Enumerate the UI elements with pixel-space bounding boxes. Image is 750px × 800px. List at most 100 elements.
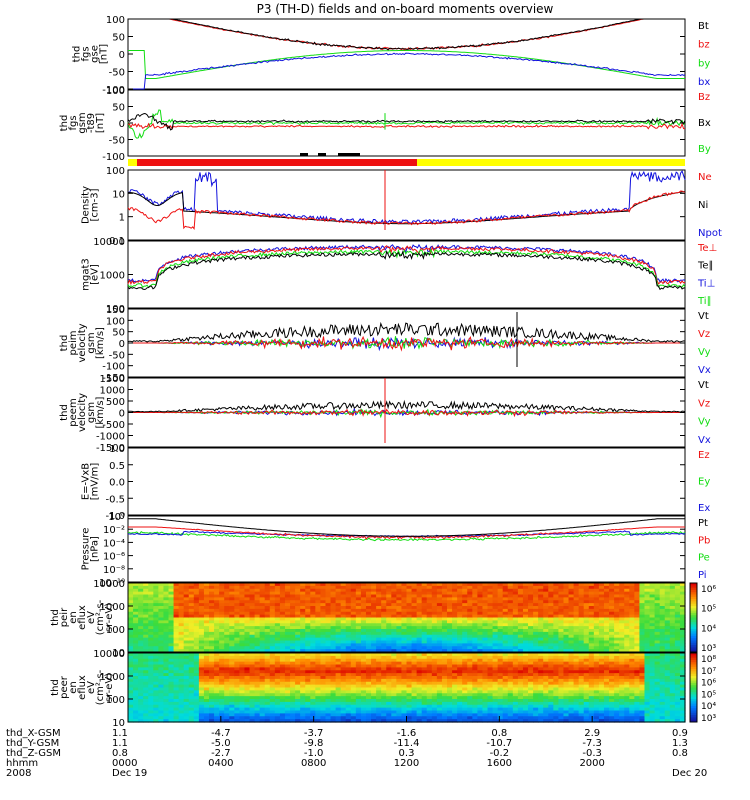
spectrogram-cell	[239, 678, 246, 683]
spectrogram-cell	[522, 626, 529, 630]
spectrogram-cell	[441, 597, 448, 601]
spectrogram-cell	[487, 597, 494, 601]
spectrogram-cell	[153, 701, 159, 706]
spectrogram-cell	[477, 583, 484, 587]
spectrogram-cell	[163, 594, 170, 598]
spectrogram-cell	[360, 629, 367, 633]
spectrogram-cell	[345, 629, 352, 633]
spectrogram-cell	[219, 626, 225, 630]
spectrogram-cell	[310, 676, 316, 680]
spectrogram-cell	[644, 634, 651, 639]
spectrogram-cell	[396, 673, 403, 677]
spectrogram-cell	[143, 655, 149, 660]
spectrogram-cell	[365, 658, 372, 663]
spectrogram-cell	[219, 667, 225, 671]
spectrogram-cell	[219, 629, 225, 633]
spectrogram-cell	[355, 699, 362, 703]
spectrogram-cell	[507, 588, 514, 593]
spectrogram-cell	[269, 591, 276, 596]
spectrogram-cell	[315, 664, 322, 668]
spectrogram-cell	[138, 623, 144, 627]
spectrogram-cell	[340, 637, 347, 642]
spectrogram-cell	[259, 710, 266, 714]
spectrogram-cell	[664, 631, 671, 636]
spectrogram-cell	[214, 699, 220, 703]
spectrogram-cell	[345, 637, 352, 642]
spectrogram-cell	[507, 710, 514, 714]
spectrogram-cell	[401, 623, 408, 627]
spectrogram-cell	[178, 608, 185, 613]
spectrogram-cell	[284, 620, 291, 624]
spectrogram-cell	[128, 629, 134, 633]
spectrogram-cell	[452, 670, 458, 674]
spectrogram-cell	[249, 649, 256, 653]
spectrogram-cell	[401, 591, 408, 596]
spectrogram-cell	[193, 719, 200, 723]
colorbar-segment	[690, 608, 697, 612]
spectrogram-cell	[669, 620, 676, 624]
spectrogram-cell	[598, 606, 605, 610]
spectrogram-cell	[295, 678, 301, 683]
spectrogram-cell	[411, 710, 418, 714]
spectrogram-cell	[330, 701, 337, 706]
spectrogram-cell	[290, 617, 296, 621]
spectrogram-cell	[178, 634, 185, 639]
spectrogram-cell	[254, 614, 261, 619]
spectrogram-cell	[203, 661, 210, 666]
spectrogram-cell	[477, 696, 484, 700]
spectrogram-cell	[477, 637, 484, 642]
spectrogram-cell	[431, 617, 438, 621]
spectrogram-cell	[416, 684, 423, 689]
spectrogram-cell	[178, 614, 185, 619]
spectrogram-cell	[462, 649, 468, 653]
spectrogram-cell	[462, 661, 468, 666]
spectrogram-cell	[533, 655, 539, 660]
spectrogram-cell	[674, 606, 681, 610]
spectrogram-cell	[320, 585, 327, 590]
spectrogram-cell	[624, 600, 630, 604]
spectrogram-cell	[593, 664, 600, 668]
spectrogram-cell	[315, 611, 322, 616]
spectrogram-cell	[578, 687, 585, 691]
spectrogram-cell	[163, 629, 170, 633]
spectrogram-cell	[168, 629, 175, 633]
spectrogram-cell	[462, 664, 468, 668]
spectrogram-cell	[639, 649, 646, 653]
spectrogram-cell	[441, 713, 448, 717]
spectrogram-cell	[143, 600, 149, 604]
spectrogram-cell	[538, 646, 544, 650]
spectrogram-cell	[447, 707, 453, 712]
spectrogram-cell	[462, 670, 468, 674]
spectrogram-cell	[325, 629, 332, 633]
spectrogram-cell	[396, 661, 403, 666]
colorbar-segment	[690, 594, 697, 598]
spectrogram-cell	[284, 637, 291, 642]
spectrogram-cell	[426, 629, 433, 633]
spectrogram-cell	[426, 637, 433, 642]
spectrogram-cell	[143, 611, 149, 616]
spectrogram-cell	[487, 710, 494, 714]
spectrogram-cell	[406, 661, 413, 666]
spectrogram-cell	[320, 626, 327, 630]
spectrogram-cell	[133, 629, 139, 633]
spectrogram-cell	[249, 655, 256, 660]
spectrogram-cell	[300, 588, 306, 593]
spectrogram-cell	[320, 667, 327, 671]
spectrogram-cell	[573, 664, 580, 668]
spectrogram-cell	[497, 684, 504, 689]
spectrogram-cell	[153, 716, 159, 720]
spectrogram-cell	[457, 704, 463, 709]
spectrogram-cell	[482, 629, 489, 633]
spectrogram-cell	[209, 585, 215, 590]
spectrogram-cell	[553, 707, 560, 712]
spectrogram-cell	[431, 661, 438, 666]
spectrogram-cell	[619, 585, 625, 590]
spectrogram-cell	[396, 681, 403, 686]
spectrogram-cell	[183, 588, 190, 593]
spectrogram-cell	[376, 637, 382, 642]
spectrogram-cell	[462, 681, 468, 686]
spectrogram-cell	[528, 658, 534, 663]
spectrogram-cell	[274, 620, 281, 624]
spectrogram-cell	[209, 600, 215, 604]
spectrogram-cell	[457, 690, 463, 694]
